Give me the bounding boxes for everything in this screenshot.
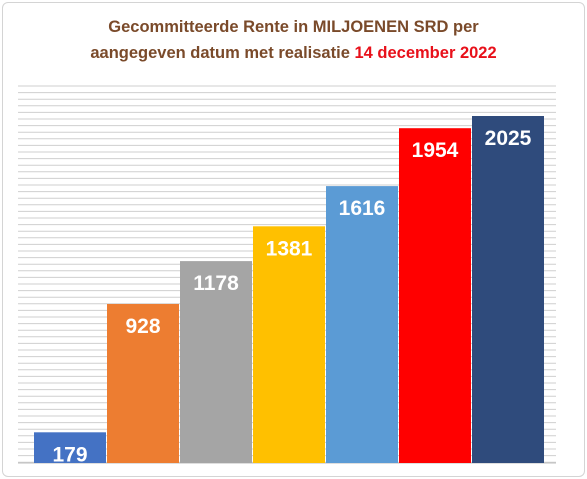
title-line-2: aangegeven datum met realisatie 14 decem… (0, 40, 587, 66)
bar-4 (253, 226, 325, 463)
data-labels: 179 928 1178 1381 1616 1954 2025 (52, 127, 531, 466)
bar-3 (180, 261, 252, 463)
data-label-7: 2025 (485, 127, 532, 150)
bar-5 (326, 186, 398, 463)
bar-1 (34, 432, 106, 463)
data-label-1: 179 (52, 443, 87, 466)
data-label-5: 1616 (339, 197, 386, 220)
bar-7 (472, 116, 544, 463)
bars (34, 116, 544, 463)
data-label-4: 1381 (266, 237, 313, 260)
data-label-2: 928 (125, 315, 160, 338)
data-label-3: 1178 (193, 272, 239, 295)
title-highlight-date: 14 december 2022 (354, 44, 497, 62)
title-line-1: Gecommitteerde Rente in MILJOENEN SRD pe… (108, 18, 479, 36)
data-label-6: 1954 (412, 139, 459, 162)
bar-6 (399, 128, 471, 463)
bar-2 (107, 304, 179, 463)
chart-title: Gecommitteerde Rente in MILJOENEN SRD pe… (0, 14, 587, 66)
title-line-2-text: aangegeven datum met realisatie (90, 44, 350, 62)
